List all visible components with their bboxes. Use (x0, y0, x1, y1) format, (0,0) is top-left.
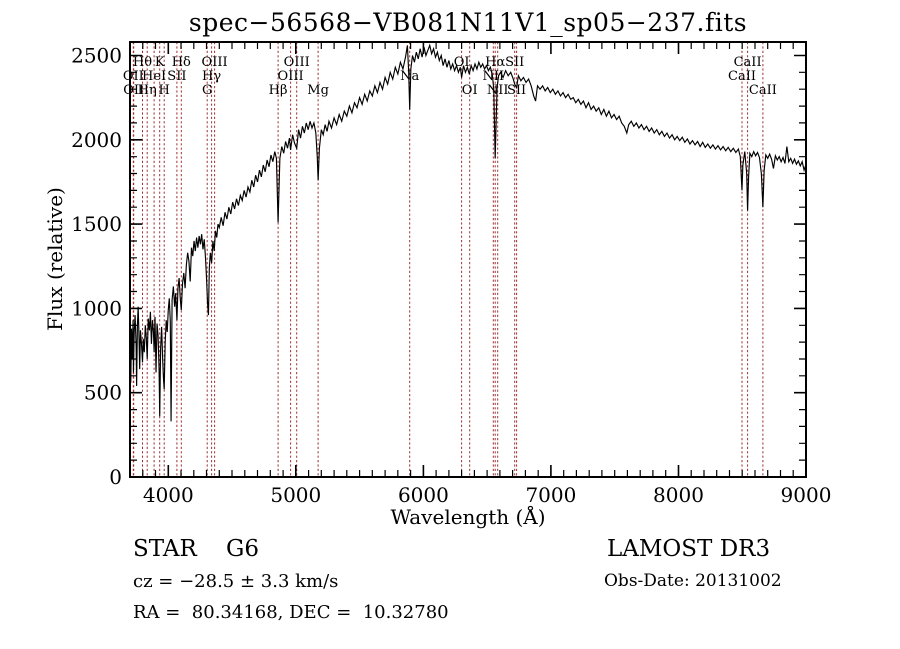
spectral-line-label: Hα (485, 55, 505, 70)
spectrum-chart: OIIOIIHθHηHeIKHSIIHδGHγOIIIHβOIIIOIIIMgN… (71, 41, 832, 507)
spectral-line-label: OI (454, 55, 470, 70)
y-tick-label: 2500 (71, 44, 122, 68)
spectral-line-label: Hη (138, 83, 157, 98)
x-tick-label: 4000 (143, 483, 194, 507)
y-tick-label: 1500 (71, 212, 122, 236)
spectral-line-label: SII (505, 55, 524, 70)
spectrum-trace (129, 43, 807, 451)
coordinates-text: RA = 80.34168, DEC = 10.32780 (133, 602, 449, 623)
radial-velocity-text: cz = −28.5 ± 3.3 km/s (133, 571, 339, 592)
spectral-line-label: OI (462, 83, 478, 98)
y-axis-title: Flux (relative) (43, 187, 67, 331)
x-tick-label: 8000 (653, 483, 704, 507)
spectral-line-label: Hδ (172, 55, 191, 70)
plot-title: spec−56568−VB081N11V1_sp05−237.fits (188, 8, 748, 37)
spectral-line-label: NII (482, 69, 504, 84)
spectral-line-label: OIII (202, 55, 228, 70)
spectral-line-label: OII (123, 83, 144, 98)
spectral-line-label: OII (123, 69, 144, 84)
survey-release-text: LAMOST DR3 (607, 536, 771, 562)
spectral-line-label: OIII (284, 55, 310, 70)
axis-minor-ticks (131, 43, 805, 476)
spectral-line-label: NII (487, 83, 509, 98)
spectral-line-label: OIII (278, 69, 304, 84)
object-class-text: STAR G6 (133, 536, 260, 562)
y-tick-label: 2000 (71, 128, 122, 152)
x-axis-title: Wavelength (Å) (390, 505, 546, 529)
spectral-line-label: SII (507, 83, 526, 98)
x-tick-label: 6000 (398, 483, 449, 507)
spectral-line-label: Hβ (269, 83, 288, 98)
spectral-line-label: Hθ (133, 55, 152, 70)
x-tick-label: 9000 (781, 483, 832, 507)
spectral-line-label: G (202, 83, 212, 98)
plot-frame (129, 41, 807, 478)
spectral-line-label: HeI (142, 69, 166, 84)
observation-date-text: Obs-Date: 20131002 (604, 571, 782, 591)
spectral-line-label: Na (400, 69, 419, 84)
y-tick-label: 0 (109, 465, 122, 489)
spectral-line-label: Mg (307, 83, 329, 98)
x-tick-label: 7000 (525, 483, 576, 507)
spectral-line-label: SII (167, 69, 186, 84)
y-tick-label: 500 (84, 381, 122, 405)
spectral-line-label: CaII (728, 69, 756, 84)
spectral-line-label: CaII (749, 83, 777, 98)
axis-major-ticks (131, 43, 805, 476)
spectral-line-label: H (159, 83, 170, 98)
x-tick-label: 5000 (270, 483, 321, 507)
spectral-line-label: K (155, 55, 165, 70)
spectral-line-label: Hγ (202, 69, 221, 84)
y-tick-label: 1000 (71, 296, 122, 320)
spectral-line-label: CaII (734, 55, 762, 70)
